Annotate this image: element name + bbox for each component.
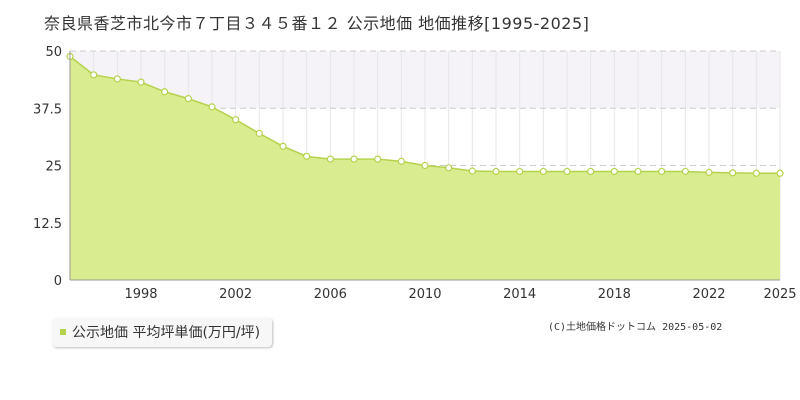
data-point (350, 155, 358, 163)
data-point (634, 167, 642, 176)
data-point (587, 167, 595, 176)
x-tick-label: 2006 (314, 287, 347, 302)
data-point (681, 167, 689, 176)
chart-title: 奈良県香芝市北今市７丁目３４５番１２ 公示地価 地価推移[1995-2025] (44, 14, 590, 33)
y-tick-label: 37.5 (33, 102, 62, 117)
data-point (468, 167, 476, 175)
data-point (776, 169, 784, 177)
data-point (658, 167, 666, 176)
data-point (705, 168, 713, 176)
x-tick-label: 2025 (763, 287, 796, 302)
data-point (255, 129, 263, 138)
data-point (232, 116, 240, 124)
x-tick-label: 2022 (692, 287, 725, 302)
data-point (421, 161, 429, 170)
data-point (445, 164, 453, 172)
y-tick-label: 12.5 (33, 217, 62, 232)
data-point (397, 157, 405, 165)
y-tick-label: 50 (45, 45, 62, 60)
data-point (374, 155, 382, 163)
data-point (137, 78, 145, 86)
data-point (610, 167, 618, 176)
data-point (303, 152, 311, 160)
data-point (90, 71, 98, 79)
data-point (516, 167, 524, 176)
data-point (184, 95, 192, 103)
data-point (729, 169, 737, 177)
y-tick-label: 0 (54, 274, 62, 289)
x-tick-label: 2014 (503, 287, 536, 302)
legend: 公示地価 平均坪単価(万円/坪) (52, 318, 273, 347)
data-point (208, 103, 216, 111)
legend-label: 公示地価 平均坪単価(万円/坪) (72, 325, 261, 341)
copyright-text: (C)土地価格ドットコム 2025-05-02 (548, 322, 723, 333)
x-tick-label: 2010 (408, 287, 441, 302)
y-tick-label: 25 (45, 160, 62, 175)
legend-swatch (60, 329, 66, 335)
data-point (492, 167, 500, 176)
data-point (752, 169, 760, 177)
data-point (279, 142, 287, 150)
data-point (113, 75, 121, 83)
data-point (161, 88, 169, 96)
data-point (563, 167, 571, 176)
data-point (326, 155, 334, 163)
x-tick-label: 1998 (124, 287, 157, 302)
data-point (539, 167, 547, 176)
x-tick-label: 2018 (598, 287, 631, 302)
x-tick-label: 2002 (219, 287, 252, 302)
